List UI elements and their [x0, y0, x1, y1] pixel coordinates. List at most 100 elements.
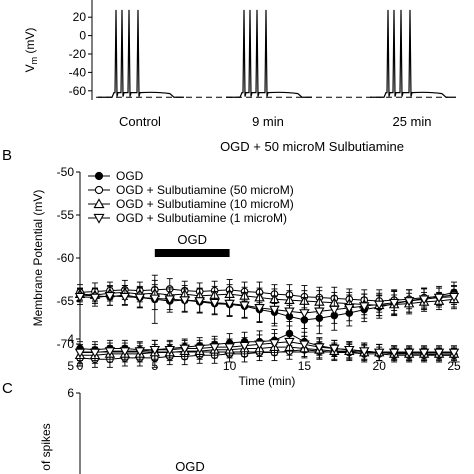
data-point: [134, 293, 146, 303]
panel-a-voltage-traces: Vm (mV) 20 0 -20 -40 -60 Control 9 min 25 mi…: [23, 0, 456, 154]
data-point: [403, 297, 415, 307]
data-point: [299, 340, 310, 350]
series-4: [74, 331, 460, 362]
data-point: [373, 348, 385, 358]
series-2: [76, 341, 458, 368]
data-point: [269, 339, 280, 349]
data-point: [89, 348, 101, 358]
panel-c-ogd-label: OGD: [175, 459, 205, 474]
panel-b-x-tick-label: 20: [373, 359, 387, 373]
panel-b-y-tick-label: -50: [57, 165, 75, 179]
data-point: [344, 345, 355, 356]
panel-a-traces: [98, 9, 456, 98]
panel-a-y-tick-label: -20: [69, 47, 87, 61]
legend-entry: OGD + Sulbutiamine (50 microM): [88, 183, 294, 197]
data-point: [194, 297, 205, 307]
legend-marker: [94, 185, 104, 195]
data-point: [164, 345, 176, 356]
data-point: [433, 293, 445, 303]
data-point: [314, 343, 325, 353]
series-1: [76, 321, 458, 363]
data-point: [284, 307, 295, 317]
panel-c-y-axis-label: of spikes: [39, 423, 53, 470]
data-point: [284, 337, 295, 348]
data-point: [418, 348, 430, 358]
panel-c-label: C: [2, 380, 13, 397]
data-point: [418, 295, 430, 305]
panel-b-y-tick-label: -65: [57, 294, 75, 308]
ogd-period-bar: [154, 249, 230, 257]
legend-label: OGD + Sulbutiamine (10 microM): [116, 197, 294, 211]
data-point: [119, 347, 131, 357]
data-point: [254, 304, 265, 314]
panel-a-y-tick-label: 20: [73, 10, 87, 24]
legend-marker: [94, 171, 104, 181]
panel-b-y-tick-label: -55: [57, 208, 75, 222]
data-point: [388, 348, 400, 358]
series-2: [76, 278, 458, 313]
data-point: [149, 345, 161, 356]
data-point: [209, 298, 220, 309]
panel-b-series: [74, 274, 460, 337]
trace-label-control: Control: [119, 114, 161, 129]
data-point: [433, 348, 445, 358]
legend-label: OGD + Sulbutiamine (50 microM): [116, 183, 294, 197]
trace-label-9min: 9 min: [252, 114, 284, 129]
panel-a-y-axis: 20 0 -20 -40 -60: [69, 0, 448, 100]
data-point: [194, 344, 205, 354]
data-point: [179, 296, 190, 306]
panel-b-membrane-potential: B Membrane Potential (mV) -70 -65 -60 -55 -5…: [2, 147, 461, 388]
panel-b-y-axis-label: Membrane Potential (mV): [31, 190, 45, 327]
panel-c-spike-count: C of spikes 4 5 6 OGD: [2, 321, 460, 474]
data-point: [403, 348, 415, 358]
ogd-bar-label: OGD: [177, 232, 207, 247]
series-1: [76, 274, 458, 337]
data-point: [254, 340, 265, 350]
trace-label-25min: 25 min: [392, 114, 431, 129]
panel-b-x-tick-label: 15: [298, 359, 312, 373]
voltage-trace-1: [98, 9, 184, 98]
data-point: [388, 298, 400, 309]
data-point: [104, 291, 116, 302]
data-point: [74, 348, 86, 358]
panel-b-x-tick-label: 25: [447, 359, 461, 373]
data-point: [344, 304, 355, 314]
data-point: [239, 301, 250, 311]
panel-b-y-tick-label: -70: [57, 337, 75, 351]
data-point: [239, 341, 250, 352]
panel-a-y-axis-label: Vm (mV): [23, 28, 39, 73]
panel-c-series: [74, 321, 460, 368]
data-point: [224, 343, 235, 353]
data-point: [358, 347, 370, 357]
voltage-trace-3: [370, 9, 456, 98]
series-4: [74, 285, 460, 329]
data-point: [448, 348, 460, 358]
panel-c-y-tick-label: 5: [67, 359, 74, 373]
legend-marker: [93, 213, 105, 224]
legend-label: OGD: [116, 169, 144, 183]
data-point: [329, 305, 340, 316]
data-point: [224, 299, 235, 309]
data-point: [448, 292, 460, 303]
panel-b-y-tick-label: -60: [57, 251, 75, 265]
data-point: [119, 292, 131, 303]
data-point: [104, 347, 116, 357]
panel-a-caption: OGD + 50 microM Sulbutiamine: [220, 139, 404, 154]
data-point: [134, 347, 146, 357]
panel-b-x-tick-label: 10: [223, 359, 237, 373]
data-point: [373, 300, 385, 310]
data-point: [358, 302, 370, 312]
panel-c-y-tick-label: 4: [67, 332, 74, 346]
legend-entry: OGD: [88, 169, 144, 183]
legend-label: OGD + Sulbutiamine (1 microM): [116, 211, 287, 225]
legend-marker: [93, 198, 105, 209]
voltage-trace-2: [226, 9, 312, 98]
panel-b-x-axis-label: Time (min): [239, 374, 296, 388]
panel-c-y-tick-label: 6: [67, 386, 74, 400]
data-point: [89, 293, 101, 303]
data-point: [299, 309, 310, 319]
data-point: [74, 292, 86, 303]
legend-entry: OGD + Sulbutiamine (10 microM): [88, 197, 294, 211]
panel-a-y-tick-label: -60: [69, 84, 87, 98]
